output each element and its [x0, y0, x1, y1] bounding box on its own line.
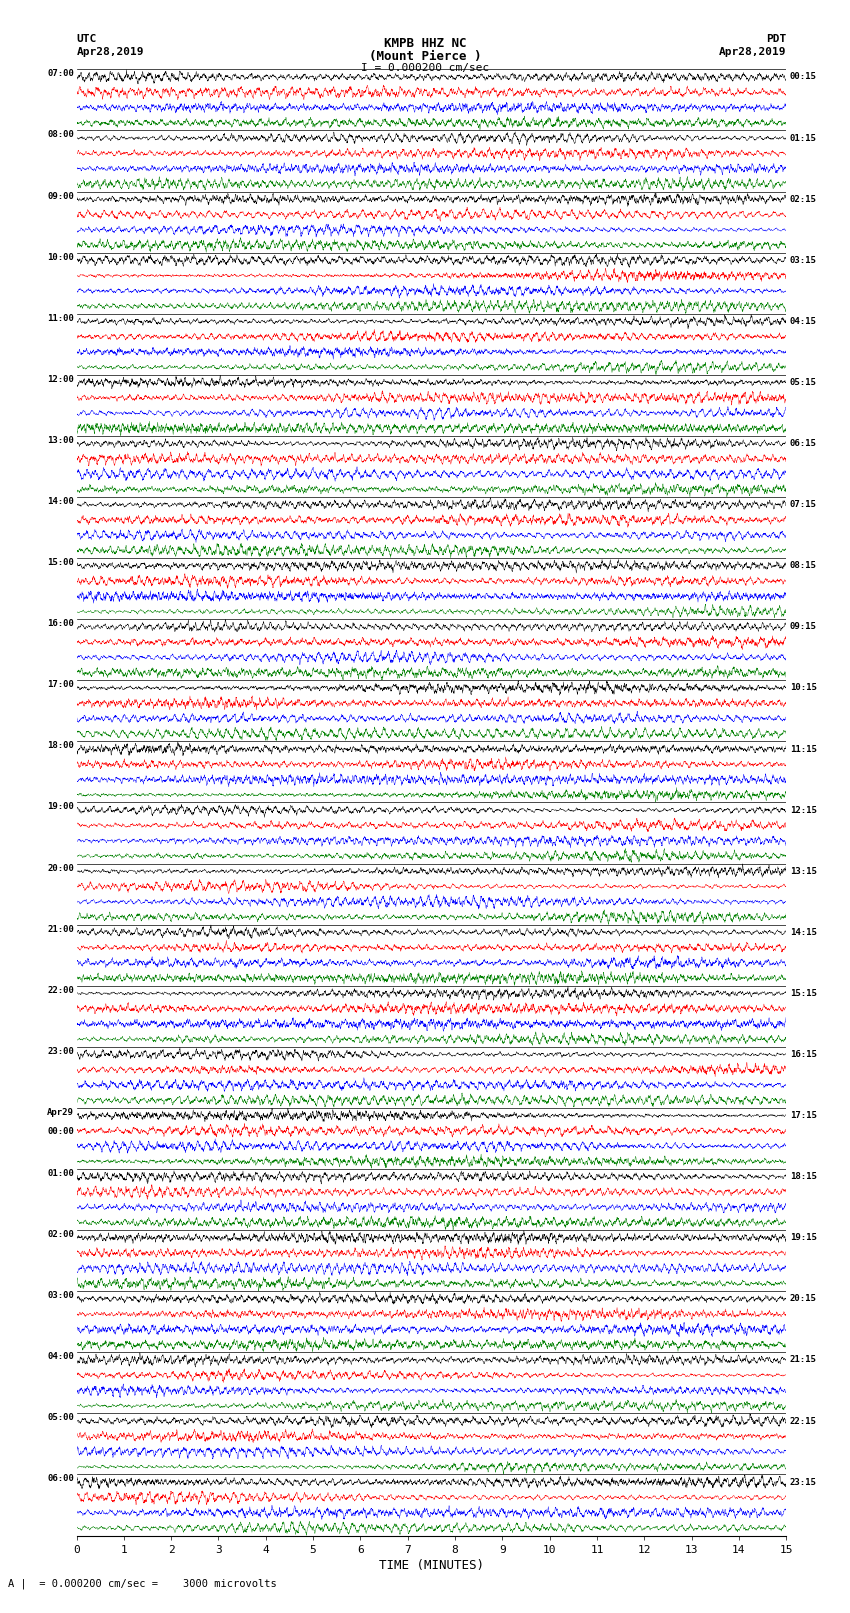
Text: 09:15: 09:15	[790, 623, 817, 631]
Text: 22:00: 22:00	[47, 986, 74, 995]
Text: 04:00: 04:00	[47, 1352, 74, 1361]
Text: 20:00: 20:00	[47, 863, 74, 873]
Text: 02:00: 02:00	[47, 1231, 74, 1239]
Text: 03:15: 03:15	[790, 256, 817, 265]
Text: 00:15: 00:15	[790, 73, 817, 82]
Text: 11:15: 11:15	[790, 745, 817, 753]
Text: 23:15: 23:15	[790, 1478, 817, 1487]
Text: 01:00: 01:00	[47, 1169, 74, 1177]
Text: 01:15: 01:15	[790, 134, 817, 142]
Text: 14:15: 14:15	[790, 927, 817, 937]
Text: 15:15: 15:15	[790, 989, 817, 998]
Text: 17:15: 17:15	[790, 1111, 817, 1119]
Text: 20:15: 20:15	[790, 1294, 817, 1303]
Text: PDT: PDT	[766, 34, 786, 44]
Text: 05:00: 05:00	[47, 1413, 74, 1423]
Text: KMPB HHZ NC: KMPB HHZ NC	[383, 37, 467, 50]
Text: 23:00: 23:00	[47, 1047, 74, 1057]
Text: 22:15: 22:15	[790, 1416, 817, 1426]
Text: 17:00: 17:00	[47, 681, 74, 689]
Text: 13:15: 13:15	[790, 866, 817, 876]
Text: 06:00: 06:00	[47, 1474, 74, 1484]
Text: 10:15: 10:15	[790, 684, 817, 692]
Text: 21:00: 21:00	[47, 924, 74, 934]
Text: A |  = 0.000200 cm/sec =    3000 microvolts: A | = 0.000200 cm/sec = 3000 microvolts	[8, 1578, 277, 1589]
X-axis label: TIME (MINUTES): TIME (MINUTES)	[379, 1558, 484, 1571]
Text: 13:00: 13:00	[47, 436, 74, 445]
Text: 07:00: 07:00	[47, 69, 74, 79]
Text: 00:00: 00:00	[47, 1127, 74, 1136]
Text: 08:00: 08:00	[47, 131, 74, 139]
Text: 05:15: 05:15	[790, 377, 817, 387]
Text: 21:15: 21:15	[790, 1355, 817, 1365]
Text: 16:15: 16:15	[790, 1050, 817, 1060]
Text: 02:15: 02:15	[790, 195, 817, 203]
Text: 14:00: 14:00	[47, 497, 74, 506]
Text: UTC: UTC	[76, 34, 97, 44]
Text: 15:00: 15:00	[47, 558, 74, 568]
Text: Apr28,2019: Apr28,2019	[76, 47, 144, 56]
Text: 06:15: 06:15	[790, 439, 817, 448]
Text: 19:15: 19:15	[790, 1234, 817, 1242]
Text: 18:00: 18:00	[47, 742, 74, 750]
Text: 12:15: 12:15	[790, 805, 817, 815]
Text: 10:00: 10:00	[47, 253, 74, 261]
Text: 11:00: 11:00	[47, 313, 74, 323]
Text: I = 0.000200 cm/sec: I = 0.000200 cm/sec	[361, 63, 489, 73]
Text: 19:00: 19:00	[47, 803, 74, 811]
Text: 07:15: 07:15	[790, 500, 817, 510]
Text: (Mount Pierce ): (Mount Pierce )	[369, 50, 481, 63]
Text: Apr29: Apr29	[47, 1108, 74, 1116]
Text: 08:15: 08:15	[790, 561, 817, 571]
Text: 03:00: 03:00	[47, 1290, 74, 1300]
Text: 09:00: 09:00	[47, 192, 74, 200]
Text: 18:15: 18:15	[790, 1173, 817, 1181]
Text: Apr28,2019: Apr28,2019	[719, 47, 786, 56]
Text: 04:15: 04:15	[790, 316, 817, 326]
Text: 16:00: 16:00	[47, 619, 74, 627]
Text: 12:00: 12:00	[47, 374, 74, 384]
